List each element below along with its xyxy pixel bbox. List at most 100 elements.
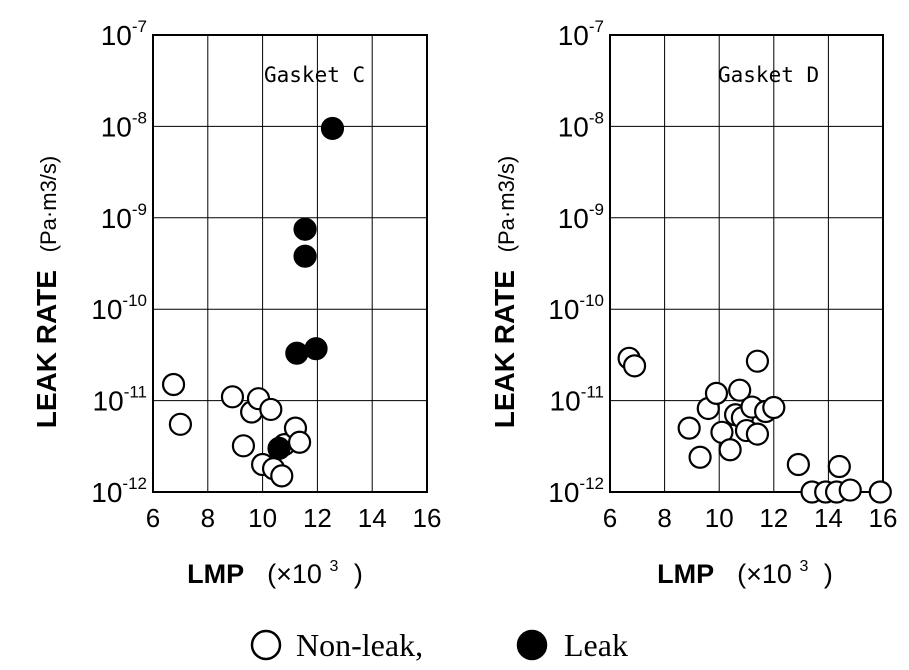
non-leak-point <box>838 478 862 502</box>
y-tick-label: 10-11 <box>550 383 604 417</box>
non-leak-point <box>231 434 256 458</box>
x-axis-title: LMP (×10 3 ) <box>657 547 833 589</box>
y-tick-base: 10 <box>93 386 124 417</box>
x-tick-label: 6 <box>146 503 160 533</box>
leak-point <box>293 217 317 241</box>
leak-point <box>285 341 309 365</box>
y-tick-exponent: -7 <box>132 17 147 36</box>
y-tick-base: 10 <box>548 294 579 325</box>
leak-point <box>304 337 328 361</box>
y-axis-title: LEAK RATE (Pa·m3/s) <box>31 156 62 429</box>
non-leak-point <box>827 454 851 479</box>
non-leak-point <box>718 438 742 462</box>
non-leak-point <box>728 378 752 402</box>
x-axis-unit-exponent: 3 <box>329 558 338 575</box>
y-tick-base: 10 <box>91 294 122 325</box>
y-tick-base: 10 <box>558 111 589 142</box>
non-leak-point <box>677 416 701 440</box>
y-tick-base: 10 <box>101 203 132 234</box>
x-tick-label: 12 <box>759 503 788 533</box>
y-tick-label: 10-12 <box>548 474 604 508</box>
y-tick-exponent: -11 <box>581 383 604 402</box>
y-axis-label: LEAK RATE <box>489 270 520 428</box>
x-tick-label: 6 <box>603 503 617 533</box>
plot-frame <box>609 34 884 493</box>
y-tick-exponent: -12 <box>579 474 604 493</box>
x-tick-label: 10 <box>248 503 277 533</box>
x-tick-label: 10 <box>705 503 734 533</box>
y-axis-title: LEAK RATE (Pa·m3/s) <box>489 156 520 429</box>
x-tick-label: 16 <box>413 503 442 533</box>
legend-filled-circle-marker <box>516 629 548 661</box>
y-axis-label: LEAK RATE <box>31 270 62 428</box>
leak-point <box>320 116 345 141</box>
non-leak-point <box>161 372 186 397</box>
y-tick-base: 10 <box>550 386 581 417</box>
y-tick-label: 10-10 <box>548 291 604 325</box>
y-tick-exponent: -7 <box>589 17 604 36</box>
y-tick-base: 10 <box>548 477 579 508</box>
legend-label-non-leak: Non-leak, <box>296 627 423 663</box>
non-leak-point <box>688 445 712 469</box>
non-leak-point <box>270 464 294 488</box>
y-tick-base: 10 <box>558 20 589 51</box>
y-tick-exponent: -9 <box>132 200 147 219</box>
x-axis-title: LMP (×10 3 ) <box>187 547 363 589</box>
y-tick-label: 10-7 <box>101 17 147 51</box>
non-leak-point <box>220 385 245 409</box>
y-tick-label: 10-8 <box>558 108 604 142</box>
legend-label-leak: Leak <box>564 627 628 663</box>
y-tick-label: 10-8 <box>101 108 147 142</box>
non-leak-point <box>622 354 647 378</box>
legend-open-circle-marker <box>250 629 282 661</box>
y-tick-label: 10-7 <box>558 17 604 51</box>
x-tick-label: 16 <box>869 503 898 533</box>
gasket-c-panel: LEAK RATE (Pa·m3/s) LMP (×10 3 ) Gasket … <box>31 17 441 589</box>
leak-point <box>267 436 291 460</box>
y-tick-exponent: -10 <box>579 291 604 310</box>
x-axis-label: LMP <box>657 559 714 589</box>
y-tick-base: 10 <box>558 203 589 234</box>
x-tick-label: 8 <box>201 503 215 533</box>
y-axis-unit: (Pa·m3/s) <box>36 156 61 253</box>
x-tick-label: 14 <box>358 503 387 533</box>
y-tick-label: 10-10 <box>91 291 147 325</box>
x-axis-unit: (×10 <box>737 559 792 589</box>
x-axis-label: LMP <box>187 559 244 589</box>
y-tick-exponent: -12 <box>122 474 147 493</box>
y-tick-label: 10-11 <box>93 383 147 417</box>
legend: Non-leak, Leak <box>250 627 628 663</box>
y-tick-exponent: -11 <box>124 383 147 402</box>
y-tick-base: 10 <box>101 20 132 51</box>
y-tick-base: 10 <box>91 477 122 508</box>
y-tick-label: 10-12 <box>91 474 147 508</box>
y-axis-unit: (Pa·m3/s) <box>494 156 519 253</box>
y-tick-label: 10-9 <box>558 200 604 234</box>
gasket-d-label: Gasket D <box>718 63 819 87</box>
non-leak-point <box>745 422 770 446</box>
non-leak-point <box>762 395 786 420</box>
x-axis-unit-close: ) <box>354 559 363 589</box>
leak-point <box>293 244 317 268</box>
x-axis-unit: (×10 <box>267 559 322 589</box>
non-leak-point <box>704 381 729 405</box>
y-tick-label: 10-9 <box>101 200 147 234</box>
x-tick-label: 12 <box>303 503 332 533</box>
non-leak-point <box>745 349 770 373</box>
gasket-c-label: Gasket C <box>264 63 365 87</box>
x-tick-label: 8 <box>657 503 671 533</box>
y-tick-base: 10 <box>101 111 132 142</box>
non-leak-point <box>259 397 283 422</box>
non-leak-point <box>786 452 810 477</box>
y-tick-exponent: -8 <box>132 108 147 127</box>
non-leak-point <box>287 430 312 454</box>
y-tick-exponent: -10 <box>122 291 147 310</box>
non-leak-point <box>868 480 892 504</box>
y-tick-exponent: -9 <box>589 200 604 219</box>
gasket-d-panel: LEAK RATE (Pa·m3/s) LMP (×10 3 ) Gasket … <box>489 17 897 589</box>
plot-frame <box>152 34 428 493</box>
x-axis-unit-close: ) <box>824 559 833 589</box>
non-leak-point <box>168 412 192 436</box>
x-axis-unit-exponent: 3 <box>799 558 808 575</box>
